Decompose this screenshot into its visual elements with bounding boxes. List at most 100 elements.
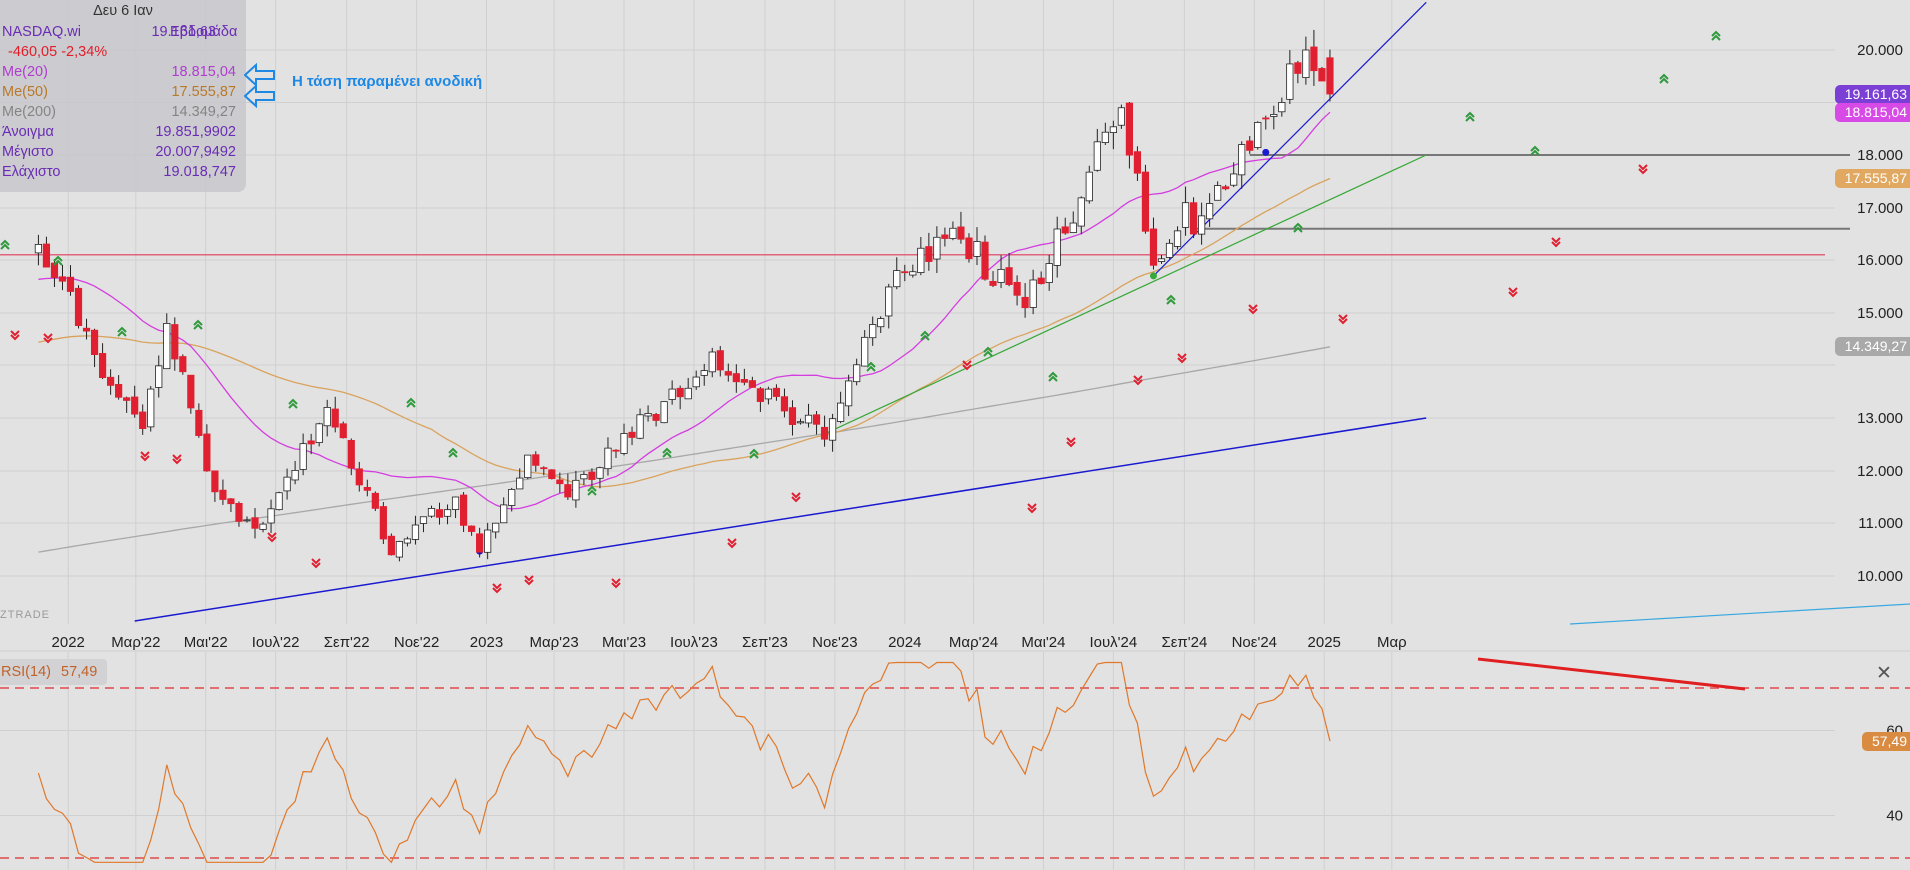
candle[interactable] — [1222, 184, 1230, 191]
candle[interactable] — [1005, 252, 1013, 287]
candle[interactable] — [492, 522, 500, 539]
candle[interactable] — [203, 424, 211, 472]
candle[interactable] — [98, 343, 107, 380]
candle[interactable] — [1238, 141, 1246, 189]
candle[interactable] — [1149, 217, 1158, 270]
candle[interactable] — [411, 515, 420, 545]
candle[interactable] — [780, 388, 789, 418]
candle[interactable] — [1173, 226, 1182, 250]
candle[interactable] — [187, 374, 195, 414]
candle[interactable] — [315, 422, 323, 447]
candle[interactable] — [909, 264, 917, 278]
candle[interactable] — [1061, 217, 1069, 235]
candle[interactable] — [82, 318, 91, 340]
candle[interactable] — [869, 316, 877, 346]
close-icon[interactable]: ✕ — [1876, 663, 1892, 684]
candle[interactable] — [1037, 271, 1045, 285]
candle[interactable] — [74, 285, 83, 329]
candle[interactable] — [90, 328, 99, 368]
trendline-blue-steep[interactable] — [1153, 1, 1427, 277]
candle[interactable] — [981, 235, 989, 281]
candle[interactable] — [828, 413, 837, 452]
candle[interactable] — [933, 226, 941, 274]
candle[interactable] — [973, 227, 981, 266]
candle[interactable] — [179, 354, 187, 375]
candle[interactable] — [692, 370, 700, 390]
candle[interactable] — [1278, 97, 1286, 117]
candle[interactable] — [283, 468, 291, 500]
candle[interactable] — [652, 412, 660, 427]
trendline-anchor-point[interactable] — [1149, 272, 1157, 280]
candle[interactable] — [1045, 254, 1053, 291]
candle[interactable] — [580, 471, 588, 486]
candle[interactable] — [612, 449, 620, 459]
candle[interactable] — [171, 317, 179, 371]
candle[interactable] — [556, 472, 564, 494]
candle[interactable] — [644, 405, 652, 422]
candle[interactable] — [1021, 283, 1029, 318]
candle[interactable] — [1181, 186, 1190, 236]
candle[interactable] — [676, 385, 684, 410]
candle[interactable] — [732, 364, 740, 393]
candle[interactable] — [524, 454, 532, 480]
trendline-green[interactable] — [824, 154, 1427, 435]
candle[interactable] — [989, 271, 997, 288]
candle[interactable] — [684, 377, 692, 400]
candle[interactable] — [997, 255, 1005, 289]
candle[interactable] — [1310, 29, 1318, 86]
candle[interactable] — [459, 492, 468, 533]
candle[interactable] — [588, 468, 596, 487]
candle[interactable] — [123, 396, 131, 413]
symbol-name[interactable]: NASDAQ.wi — [2, 24, 81, 40]
candle[interactable] — [131, 385, 139, 418]
candle[interactable] — [748, 376, 756, 388]
candle[interactable] — [861, 330, 869, 367]
candle[interactable] — [211, 470, 219, 502]
candle[interactable] — [1117, 104, 1125, 129]
candle[interactable] — [620, 423, 628, 456]
candle[interactable] — [1198, 202, 1206, 245]
candle[interactable] — [925, 232, 933, 271]
candle[interactable] — [155, 355, 163, 398]
candle[interactable] — [596, 466, 604, 489]
candle[interactable] — [259, 521, 267, 533]
candle[interactable] — [564, 473, 572, 500]
candle[interactable] — [387, 533, 395, 556]
candle[interactable] — [1254, 121, 1262, 150]
candle[interactable] — [724, 363, 732, 382]
candle[interactable] — [34, 234, 43, 266]
candle[interactable] — [1246, 136, 1254, 154]
candle[interactable] — [756, 386, 764, 412]
candle[interactable] — [58, 264, 67, 291]
candle[interactable] — [796, 418, 805, 425]
candle[interactable] — [1262, 115, 1270, 130]
candle[interactable] — [355, 461, 363, 492]
candle[interactable] — [1165, 239, 1174, 259]
candle[interactable] — [1318, 66, 1326, 82]
candle[interactable] — [427, 505, 436, 518]
candle[interactable] — [339, 421, 347, 439]
candle[interactable] — [716, 345, 724, 377]
candle[interactable] — [516, 468, 524, 490]
candle[interactable] — [1302, 36, 1310, 85]
candle[interactable] — [347, 438, 355, 476]
candle[interactable] — [660, 401, 668, 424]
candle[interactable] — [1069, 211, 1077, 233]
candle[interactable] — [532, 451, 540, 472]
candle[interactable] — [195, 403, 203, 438]
candle[interactable] — [323, 399, 331, 437]
candle[interactable] — [820, 415, 829, 447]
candle[interactable] — [885, 283, 893, 329]
candle[interactable] — [788, 400, 797, 436]
candle[interactable] — [66, 265, 75, 296]
candle[interactable] — [1157, 254, 1166, 264]
candle[interactable] — [845, 374, 853, 417]
candle[interactable] — [1214, 181, 1222, 201]
candle[interactable] — [837, 391, 845, 424]
candle[interactable] — [1133, 146, 1142, 181]
candle[interactable] — [227, 498, 235, 513]
candle[interactable] — [949, 221, 957, 241]
candle[interactable] — [941, 227, 949, 247]
trendline-anchor-point[interactable] — [1262, 148, 1270, 156]
candle[interactable] — [1230, 162, 1238, 188]
